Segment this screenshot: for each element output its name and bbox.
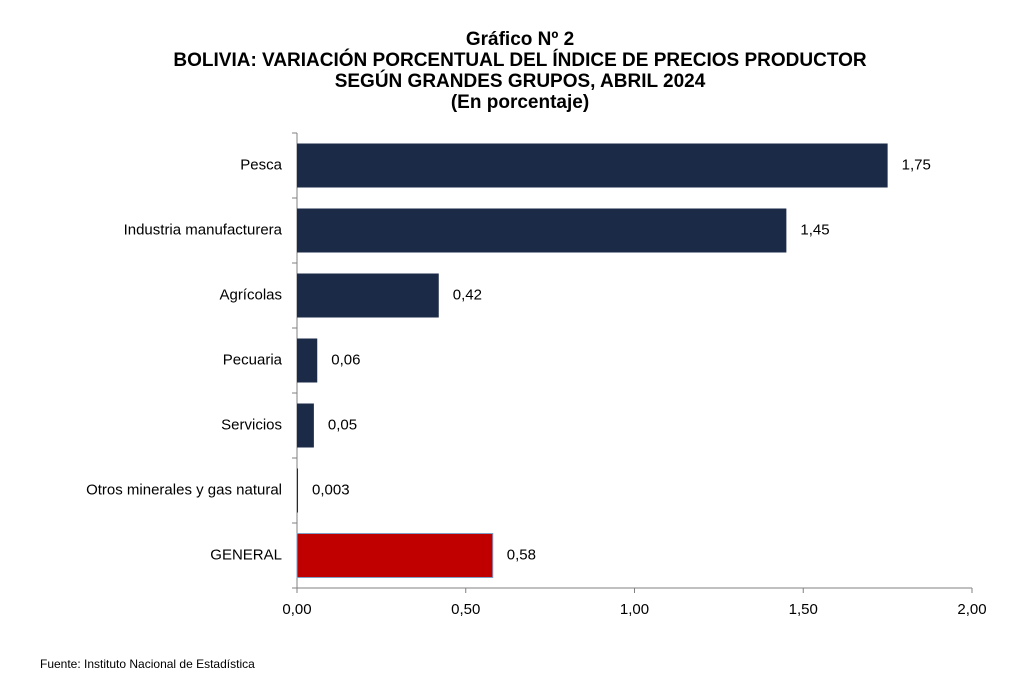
- y-tick-label: Pecuaria: [223, 351, 283, 368]
- data-label: 1,45: [800, 221, 829, 238]
- chart-title: BOLIVIA: VARIACIÓN PORCENTUAL DEL ÍNDICE…: [173, 49, 866, 71]
- data-label: 0,06: [331, 351, 360, 368]
- x-tick-label: 1,50: [789, 601, 818, 618]
- data-label: 1,75: [902, 156, 931, 173]
- bar: [297, 468, 299, 513]
- data-label: 0,42: [453, 286, 482, 303]
- chart-title: SEGÚN GRANDES GRUPOS, ABRIL 2024: [335, 70, 706, 92]
- chart-title: (En porcentaje): [451, 92, 589, 113]
- bar: [296, 533, 494, 578]
- bar: [297, 143, 888, 188]
- bar: [297, 273, 439, 318]
- data-label: 0,003: [312, 481, 350, 498]
- data-label: 0,58: [507, 546, 536, 563]
- bar: [297, 403, 314, 448]
- x-tick-label: 2,00: [957, 601, 986, 618]
- data-label: 0,05: [328, 416, 357, 433]
- x-tick-label: 1,00: [620, 601, 649, 618]
- y-tick-label: Servicios: [221, 416, 282, 433]
- source-note: Fuente: Instituto Nacional de Estadístic…: [40, 657, 255, 671]
- y-tick-label: GENERAL: [210, 546, 282, 563]
- x-tick-label: 0,00: [282, 601, 311, 618]
- y-tick-label: Industria manufacturera: [124, 221, 283, 238]
- y-tick-label: Agrícolas: [219, 286, 282, 303]
- y-tick-label: Otros minerales y gas natural: [86, 481, 282, 498]
- bar: [297, 208, 787, 253]
- chart-title: Gráfico Nº 2: [466, 29, 574, 50]
- x-tick-label: 0,50: [451, 601, 480, 618]
- y-tick-label: Pesca: [240, 156, 282, 173]
- bar: [297, 338, 318, 383]
